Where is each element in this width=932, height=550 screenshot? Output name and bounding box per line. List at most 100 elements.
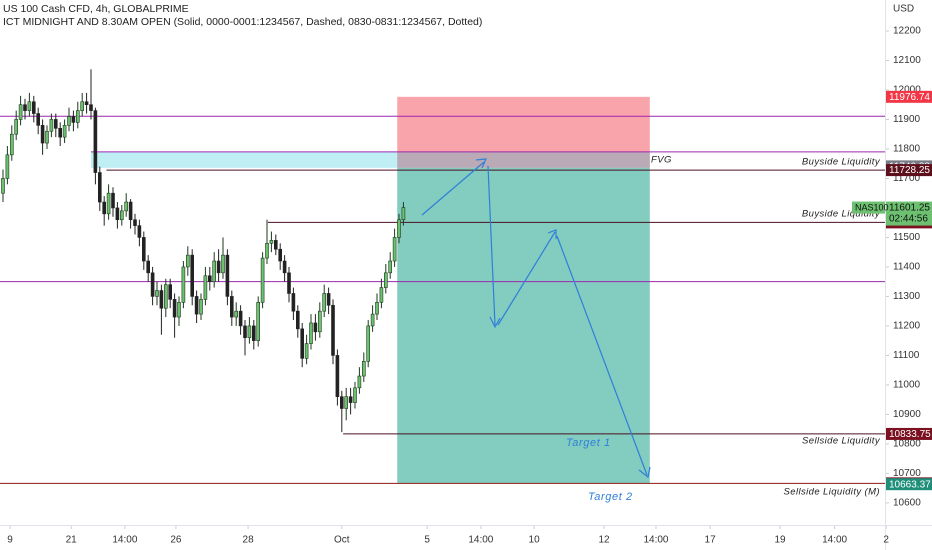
x-tick-label: 10: [529, 535, 541, 546]
candle-body: [27, 101, 32, 111]
candle-body: [375, 302, 379, 315]
candle-body: [252, 325, 256, 341]
x-tick-label: 2: [883, 535, 889, 546]
price-tag: [886, 427, 932, 440]
candle-body: [150, 272, 155, 297]
y-tick-label: 11100: [893, 350, 920, 361]
arrow: [497, 231, 556, 326]
candle-body: [392, 237, 397, 262]
candle-body: [168, 284, 172, 300]
countdown: 02:44:56: [889, 214, 928, 225]
marks-layer: [1, 69, 406, 433]
candle-body: [269, 240, 274, 244]
candle-body: [9, 133, 14, 156]
candle-body: [331, 304, 335, 356]
candle-body: [93, 110, 98, 173]
candle-body: [62, 125, 67, 138]
annotation: FVG: [651, 155, 672, 166]
y-tick-label: 11000: [893, 380, 921, 391]
candle-body: [203, 275, 208, 300]
candle-body: [181, 266, 186, 303]
y-tick-label: 11400: [893, 262, 921, 273]
candle-body: [80, 101, 84, 111]
candle-body: [221, 254, 225, 274]
candle-body: [304, 343, 309, 359]
candle-body: [172, 299, 177, 318]
price-tag: [886, 90, 932, 103]
candle-body: [58, 128, 62, 138]
x-tick-label: 5: [424, 535, 430, 546]
x-tick-label: 14:00: [822, 535, 847, 546]
price-tag-label: 11976.74: [889, 92, 930, 103]
candle-body: [357, 375, 362, 389]
candle-body: [265, 243, 269, 259]
target-zone: [397, 167, 650, 484]
currency: USD: [893, 4, 914, 15]
candle-body: [353, 387, 357, 403]
annotation: Buyside Liquidity: [802, 157, 881, 168]
last-price-tag: [886, 201, 932, 226]
candle-body: [40, 125, 45, 144]
candle-body: [36, 113, 40, 126]
candle-body: [106, 192, 111, 215]
y-tick-label: 12200: [893, 26, 921, 37]
candle-body: [243, 325, 247, 339]
candle-body: [141, 237, 146, 262]
symbol-tag: [852, 201, 885, 214]
candle-body: [45, 130, 49, 144]
candle-body: [163, 284, 168, 309]
candle-body: [133, 219, 137, 226]
y-tick-label: 11200: [893, 321, 921, 332]
candle-body: [216, 260, 221, 274]
arrow-head: [547, 229, 557, 239]
candle-body: [379, 287, 384, 303]
arrow: [487, 165, 496, 326]
candle-body: [366, 325, 371, 362]
chart-subtitle: ICT MIDNIGHT AND 8.30AM OPEN (Solid, 000…: [3, 16, 482, 28]
candle-body: [177, 302, 181, 318]
x-tick-label: 17: [705, 535, 717, 546]
y-tick-label: 11700: [893, 173, 921, 184]
candle-body: [384, 272, 388, 288]
candle-body: [199, 299, 203, 315]
candle-body: [128, 201, 133, 221]
annotation: Target 2: [588, 491, 633, 503]
candle-body: [137, 225, 142, 238]
candle-body: [296, 310, 300, 330]
candle-body: [194, 296, 199, 315]
candle-body: [111, 192, 115, 209]
y-tick-label: 12100: [893, 55, 921, 66]
candle-body: [401, 207, 406, 221]
x-tick-label: 19: [774, 535, 786, 546]
arrow-head: [638, 466, 651, 479]
y-tick-label: 11800: [893, 144, 921, 155]
annotation: Sellside Liquidity (M): [784, 487, 880, 498]
y-tick-label: 11300: [893, 291, 921, 302]
candle-body: [291, 293, 296, 312]
candle-body: [84, 101, 89, 106]
candle-body: [207, 275, 212, 282]
candle-body: [282, 260, 287, 274]
annotation: Sellside Liquidity: [802, 436, 881, 447]
candle-body: [309, 322, 313, 344]
x-tick-label: 21: [66, 535, 78, 546]
drawn-arrows: [421, 158, 651, 479]
price-tag: [886, 478, 932, 491]
candle-body: [53, 119, 58, 129]
annotation: Target 1: [566, 437, 611, 449]
candle-body: [225, 254, 230, 297]
candle-body: [260, 257, 265, 303]
annotation: Buyside Liquidity: [802, 209, 881, 220]
candle-body: [14, 119, 18, 135]
candle-body: [326, 293, 331, 306]
candle-body: [159, 290, 164, 309]
candle-body: [31, 101, 36, 114]
candle-body: [23, 104, 27, 111]
candle-body: [18, 104, 23, 120]
y-tick-label: 10600: [893, 498, 921, 509]
candle-body: [300, 328, 305, 359]
candle-body: [370, 313, 375, 327]
price-tag-label: 10663.37: [889, 479, 931, 490]
